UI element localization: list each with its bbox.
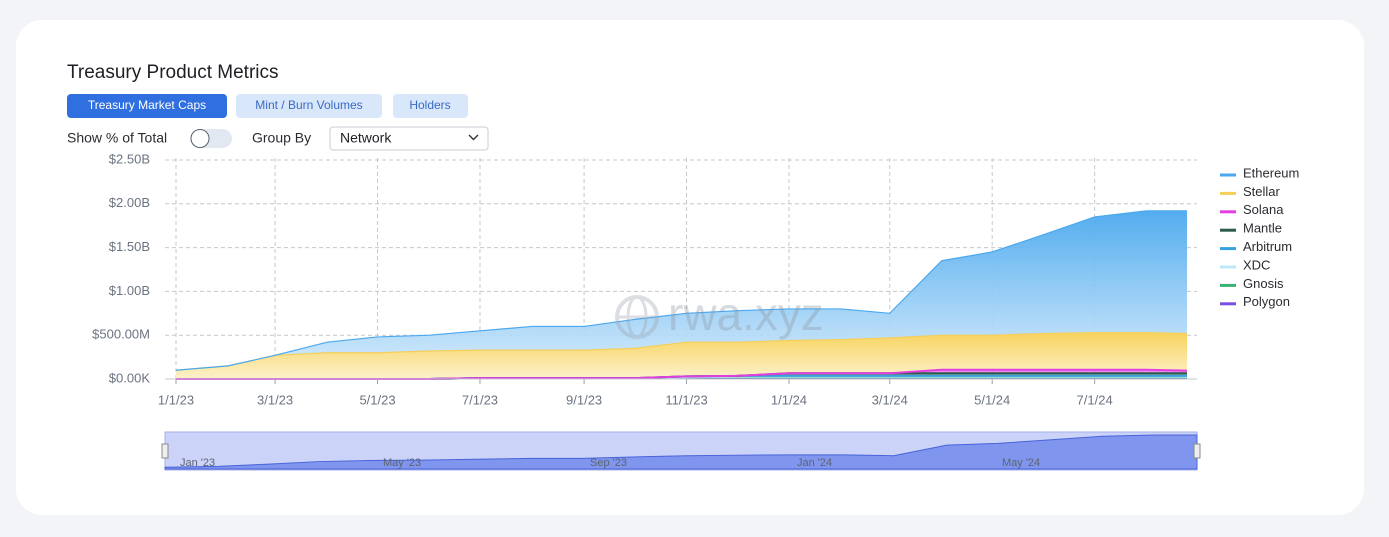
navigator-label: Jan '23 — [180, 457, 215, 469]
legend-label: Ethereum — [1243, 165, 1299, 180]
x-tick-label: 5/1/24 — [974, 392, 1010, 407]
y-tick-label: $0.00K — [109, 370, 151, 385]
navigator-label: May '23 — [383, 457, 421, 469]
x-tick-label: 3/1/24 — [872, 392, 908, 407]
x-tick-label: 7/1/23 — [462, 392, 498, 407]
x-tick-label: 1/1/24 — [771, 392, 807, 407]
navigator-label: May '24 — [1002, 457, 1040, 469]
area-fill — [176, 332, 1187, 379]
group-by-label: Group By — [252, 130, 311, 146]
tab[interactable]: Mint / Burn Volumes — [236, 94, 382, 118]
tab-label[interactable]: Treasury Market Caps — [88, 98, 206, 112]
y-tick-label: $1.50B — [109, 239, 150, 254]
navigator[interactable] — [161, 431, 1201, 471]
legend-label: Gnosis — [1243, 276, 1284, 291]
tab-label[interactable]: Holders — [409, 98, 450, 112]
watermark: rwa.xyz — [615, 288, 824, 340]
tab[interactable]: Treasury Market Caps — [67, 94, 227, 118]
legend-label: Solana — [1243, 202, 1284, 217]
legend-label: Stellar — [1243, 184, 1281, 199]
navigator-area — [164, 434, 1198, 470]
y-tick-label: $1.00B — [109, 283, 150, 298]
area-fill — [176, 369, 1187, 379]
x-tick-label: 3/1/23 — [257, 392, 293, 407]
tab-label[interactable]: Mint / Burn Volumes — [255, 98, 362, 112]
y-tick-label: $500.00M — [92, 327, 150, 342]
x-tick-label: 11/1/23 — [665, 392, 707, 407]
dropdown[interactable]: Network — [329, 126, 489, 151]
legend-label: Arbitrum — [1243, 239, 1292, 254]
x-tick-label: 7/1/24 — [1077, 392, 1113, 407]
navigator-label: Sep '23 — [590, 457, 627, 469]
dropdown-value[interactable]: Network — [340, 130, 392, 146]
area-line — [175, 331, 1188, 371]
area-line — [175, 210, 1187, 371]
x-tick-label: 9/1/23 — [566, 392, 602, 407]
plot: $0.00K $500.00M $1.00B $1.50B $2.00B $2.50B 1/… — [92, 151, 1197, 407]
toggle[interactable] — [190, 129, 232, 148]
watermark-text: rwa.xyz — [668, 288, 824, 340]
legend-label: XDC — [1243, 257, 1270, 272]
x-tick-label: 1/1/23 — [158, 392, 194, 407]
navigator-label: Jan '24 — [797, 457, 832, 469]
area-fill — [176, 373, 1187, 379]
toggle-label: Show % of Total — [67, 130, 167, 146]
y-tick-label: $2.50B — [109, 151, 150, 166]
x-tick-label: 5/1/23 — [359, 392, 395, 407]
area-fill — [176, 210, 1187, 371]
legend-label: Polygon — [1243, 294, 1290, 309]
page-title: Treasury Product Metrics — [67, 62, 279, 83]
y-tick-label: $2.00B — [109, 195, 150, 210]
tab[interactable]: Holders — [393, 94, 468, 118]
legend-label: Mantle — [1243, 221, 1282, 236]
